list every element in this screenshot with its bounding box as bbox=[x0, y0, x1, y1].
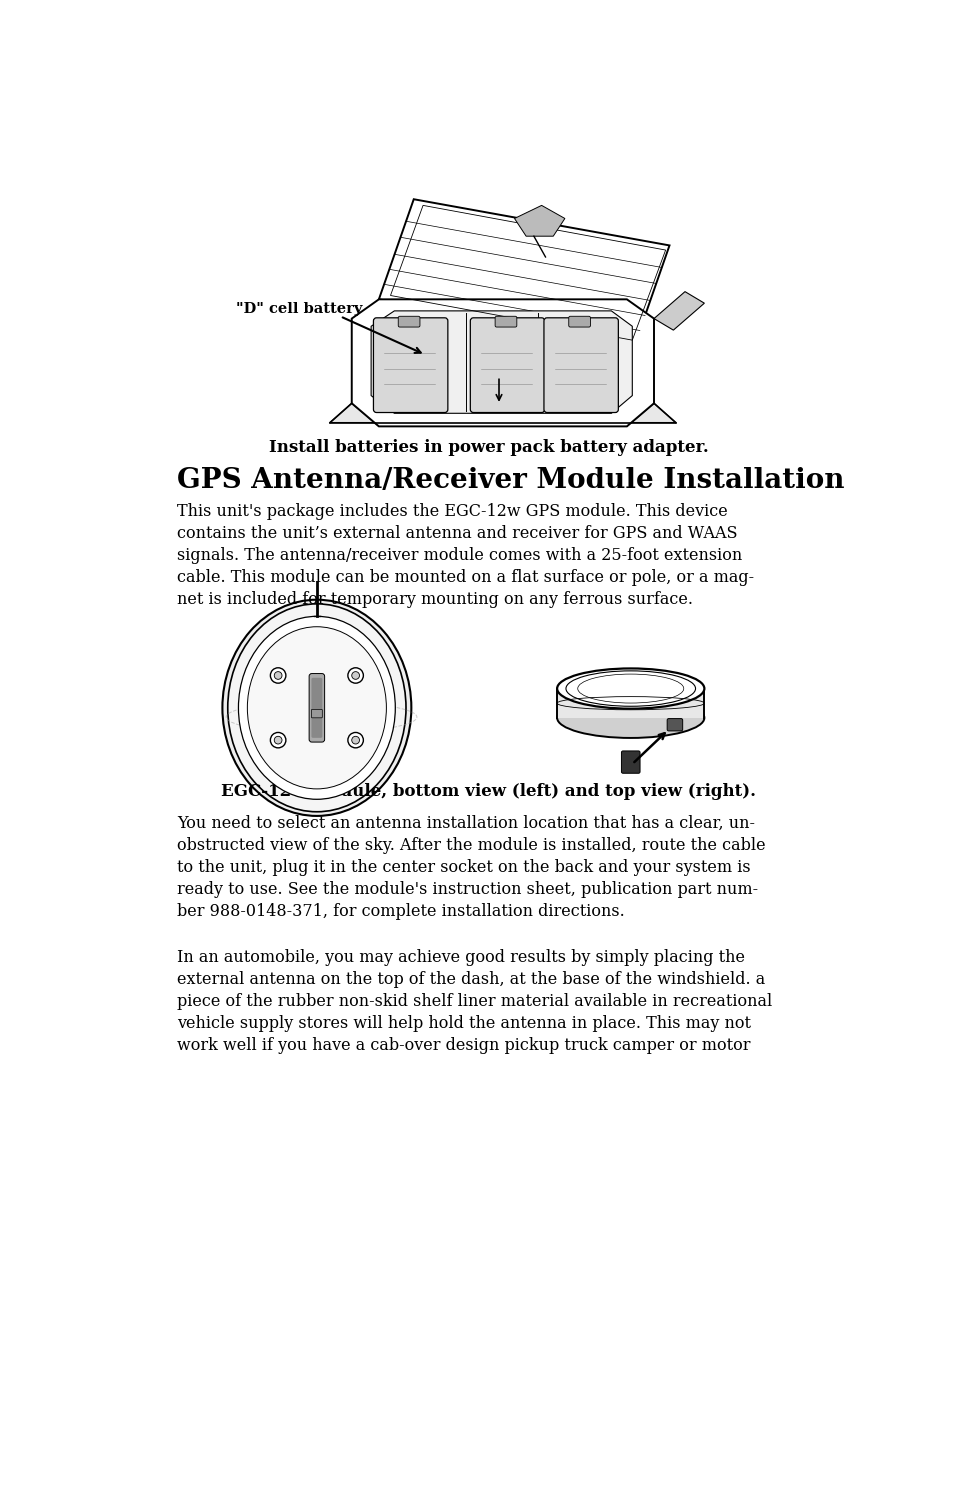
Circle shape bbox=[270, 668, 286, 683]
Circle shape bbox=[274, 672, 282, 680]
Text: piece of the rubber non-skid shelf liner material available in recreational: piece of the rubber non-skid shelf liner… bbox=[177, 993, 772, 1010]
FancyBboxPatch shape bbox=[620, 751, 639, 773]
Text: net is included for temporary mounting on any ferrous surface.: net is included for temporary mounting o… bbox=[177, 592, 693, 608]
Text: You need to select an antenna installation location that has a clear, un-: You need to select an antenna installati… bbox=[177, 815, 755, 831]
Ellipse shape bbox=[238, 616, 395, 800]
Text: Install batteries in power pack battery adapter.: Install batteries in power pack battery … bbox=[269, 440, 708, 457]
Polygon shape bbox=[352, 299, 654, 427]
Ellipse shape bbox=[557, 669, 703, 709]
Text: cable. This module can be mounted on a flat surface or pole, or a mag-: cable. This module can be mounted on a f… bbox=[177, 570, 754, 586]
Circle shape bbox=[274, 736, 282, 744]
FancyBboxPatch shape bbox=[373, 318, 447, 412]
Text: In an automobile, you may achieve good results by simply placing the: In an automobile, you may achieve good r… bbox=[177, 949, 744, 967]
Polygon shape bbox=[654, 291, 703, 330]
Circle shape bbox=[270, 733, 286, 748]
FancyBboxPatch shape bbox=[470, 318, 544, 412]
Ellipse shape bbox=[228, 604, 406, 812]
Text: obstructed view of the sky. After the module is installed, route the cable: obstructed view of the sky. After the mo… bbox=[177, 837, 765, 854]
Text: This unit's package includes the EGC-12w GPS module. This device: This unit's package includes the EGC-12w… bbox=[177, 504, 727, 520]
Text: external antenna on the top of the dash, at the base of the windshield. a: external antenna on the top of the dash,… bbox=[177, 971, 765, 989]
Text: EGC-12w Module, bottom view (left) and top view (right).: EGC-12w Module, bottom view (left) and t… bbox=[221, 782, 756, 800]
Text: vehicle supply stores will help hold the antenna in place. This may not: vehicle supply stores will help hold the… bbox=[177, 1016, 751, 1032]
Polygon shape bbox=[371, 311, 632, 413]
Ellipse shape bbox=[222, 599, 411, 816]
Text: "D" cell battery: "D" cell battery bbox=[235, 302, 361, 315]
Circle shape bbox=[348, 668, 363, 683]
Text: ber 988-0148-371, for complete installation directions.: ber 988-0148-371, for complete installat… bbox=[177, 903, 624, 919]
Ellipse shape bbox=[247, 626, 386, 790]
Circle shape bbox=[348, 733, 363, 748]
Polygon shape bbox=[514, 205, 564, 236]
FancyBboxPatch shape bbox=[311, 678, 322, 738]
Ellipse shape bbox=[557, 697, 703, 738]
FancyBboxPatch shape bbox=[311, 709, 322, 718]
FancyBboxPatch shape bbox=[495, 317, 517, 327]
Text: signals. The antenna/receiver module comes with a 25-foot extension: signals. The antenna/receiver module com… bbox=[177, 547, 741, 564]
Text: contains the unit’s external antenna and receiver for GPS and WAAS: contains the unit’s external antenna and… bbox=[177, 525, 737, 543]
Text: to the unit, plug it in the center socket on the back and your system is: to the unit, plug it in the center socke… bbox=[177, 858, 750, 876]
FancyBboxPatch shape bbox=[309, 674, 324, 742]
Text: work well if you have a cab-over design pickup truck camper or motor: work well if you have a cab-over design … bbox=[177, 1036, 750, 1054]
Polygon shape bbox=[378, 199, 669, 345]
FancyBboxPatch shape bbox=[568, 317, 590, 327]
Polygon shape bbox=[557, 688, 703, 718]
Circle shape bbox=[352, 736, 359, 744]
FancyBboxPatch shape bbox=[397, 317, 419, 327]
Polygon shape bbox=[330, 403, 675, 427]
FancyBboxPatch shape bbox=[543, 318, 618, 412]
Text: ready to use. See the module's instruction sheet, publication part num-: ready to use. See the module's instructi… bbox=[177, 880, 758, 898]
FancyBboxPatch shape bbox=[666, 718, 682, 732]
Text: GPS Antenna/Receiver Module Installation: GPS Antenna/Receiver Module Installation bbox=[177, 467, 844, 494]
Circle shape bbox=[352, 672, 359, 680]
